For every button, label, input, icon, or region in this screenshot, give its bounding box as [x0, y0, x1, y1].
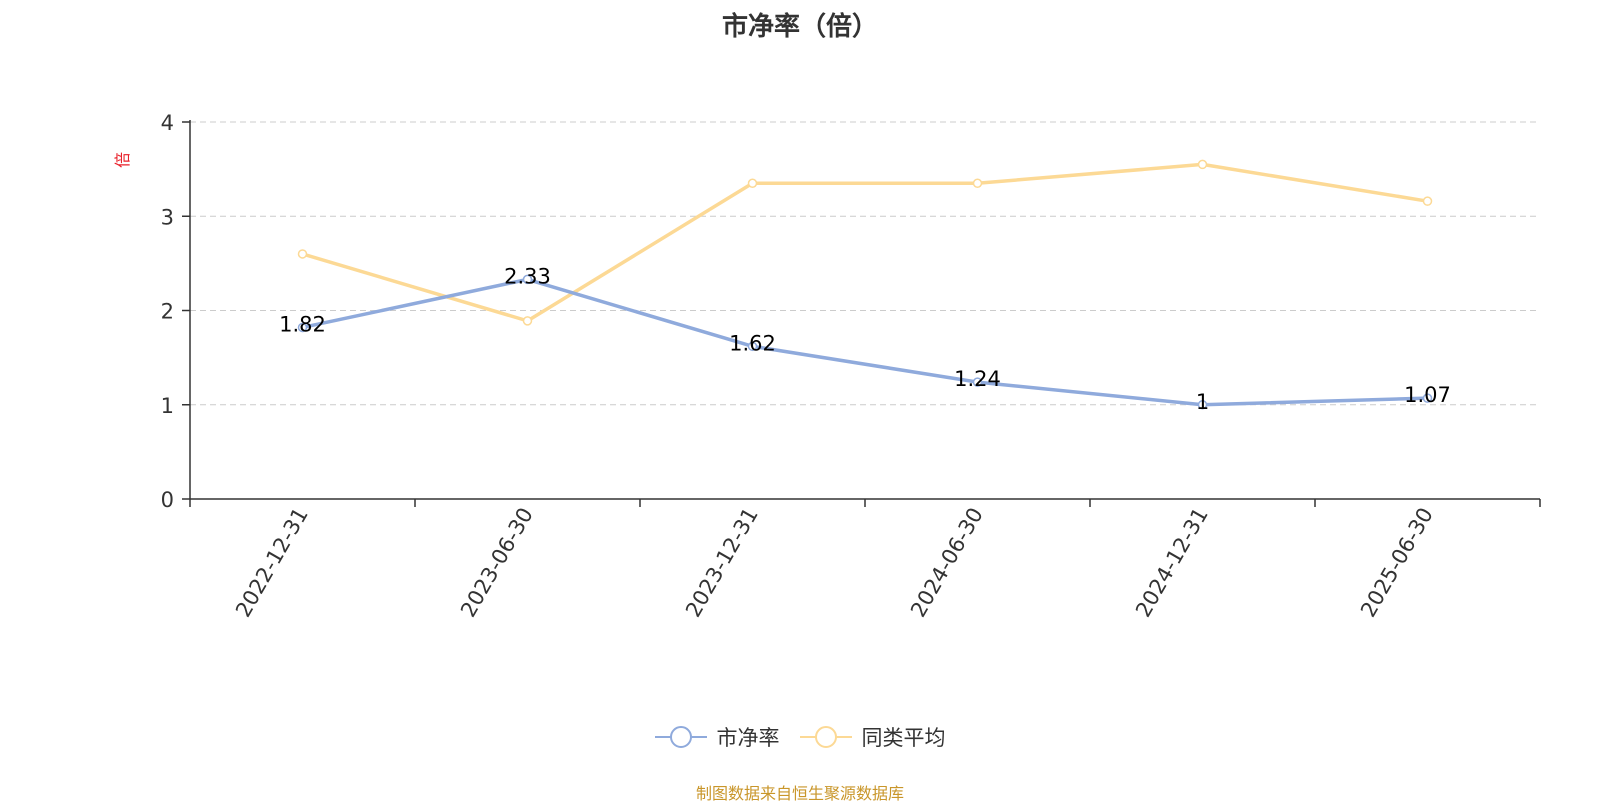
legend-label-avg: 同类平均: [861, 726, 946, 750]
y-axis-unit-label: 倍: [113, 152, 132, 168]
point-avg-0: [297, 249, 308, 259]
point-avg-3: [972, 178, 983, 189]
x-tick-label-2023-12-31: 2023-12-31: [681, 504, 763, 622]
point-avg-2: [747, 178, 758, 189]
point-avg-4: [1197, 159, 1208, 170]
x-tick-label-2024-06-30: 2024-06-30: [906, 504, 988, 622]
y-tick-label-3: 3: [161, 205, 174, 229]
axes: 0 1 2 3 4 2022-12-31 2023-06-30 2023-12-31 2024-…: [161, 111, 1541, 622]
legend-label-pb: 市净率: [716, 726, 780, 750]
source-note: 制图数据来自恒生聚源数据库: [695, 784, 904, 803]
point-pb-5: [1422, 393, 1433, 403]
legend-item-pb[interactable]: 市净率: [654, 722, 780, 752]
data-label-pb-0: 1.82: [279, 312, 326, 336]
data-label-pb-4: 1: [1196, 390, 1209, 414]
x-tick-label-2024-12-31: 2024-12-31: [1131, 504, 1213, 622]
point-pb-3: [972, 377, 983, 387]
legend-item-avg[interactable]: 同类平均: [799, 722, 946, 752]
series-line-pb: [302, 277, 1428, 407]
point-pb-2: [747, 341, 758, 352]
data-label-pb-5: 1.07: [1404, 383, 1451, 407]
x-tick-label-2025-06-30: 2025-06-30: [1356, 504, 1438, 622]
data-label-pb-2: 1.62: [729, 331, 776, 355]
grid-lines: [190, 121, 1540, 406]
x-tick-label-2022-12-31: 2022-12-31: [231, 504, 313, 622]
point-pb-0: [297, 322, 308, 333]
legend-avg-line-icon: [799, 726, 852, 748]
x-tick-label-2023-06-30: 2023-06-30: [456, 504, 538, 622]
series-lines: [297, 159, 1433, 410]
y-tick-label-0: 0: [161, 488, 174, 512]
y-tick-label-4: 4: [161, 111, 174, 135]
data-label-pb-3: 1.24: [954, 367, 1001, 391]
point-pb-1: [522, 274, 533, 285]
chart-title: 市净率（倍）: [721, 12, 878, 42]
legend-pb-line-icon: [654, 726, 707, 748]
point-pb-4: [1197, 400, 1208, 410]
y-tick-label-1: 1: [161, 394, 174, 418]
series-line-avg: [302, 162, 1428, 323]
legend: 市净率 同类平均: [0, 722, 1600, 752]
point-avg-1: [522, 316, 533, 326]
data-labels: 1.82 2.33 1.62 1.24 1 1.07: [279, 264, 1451, 413]
point-avg-5: [1422, 196, 1433, 206]
data-label-pb-1: 2.33: [504, 264, 551, 288]
y-tick-label-2: 2: [161, 300, 174, 324]
